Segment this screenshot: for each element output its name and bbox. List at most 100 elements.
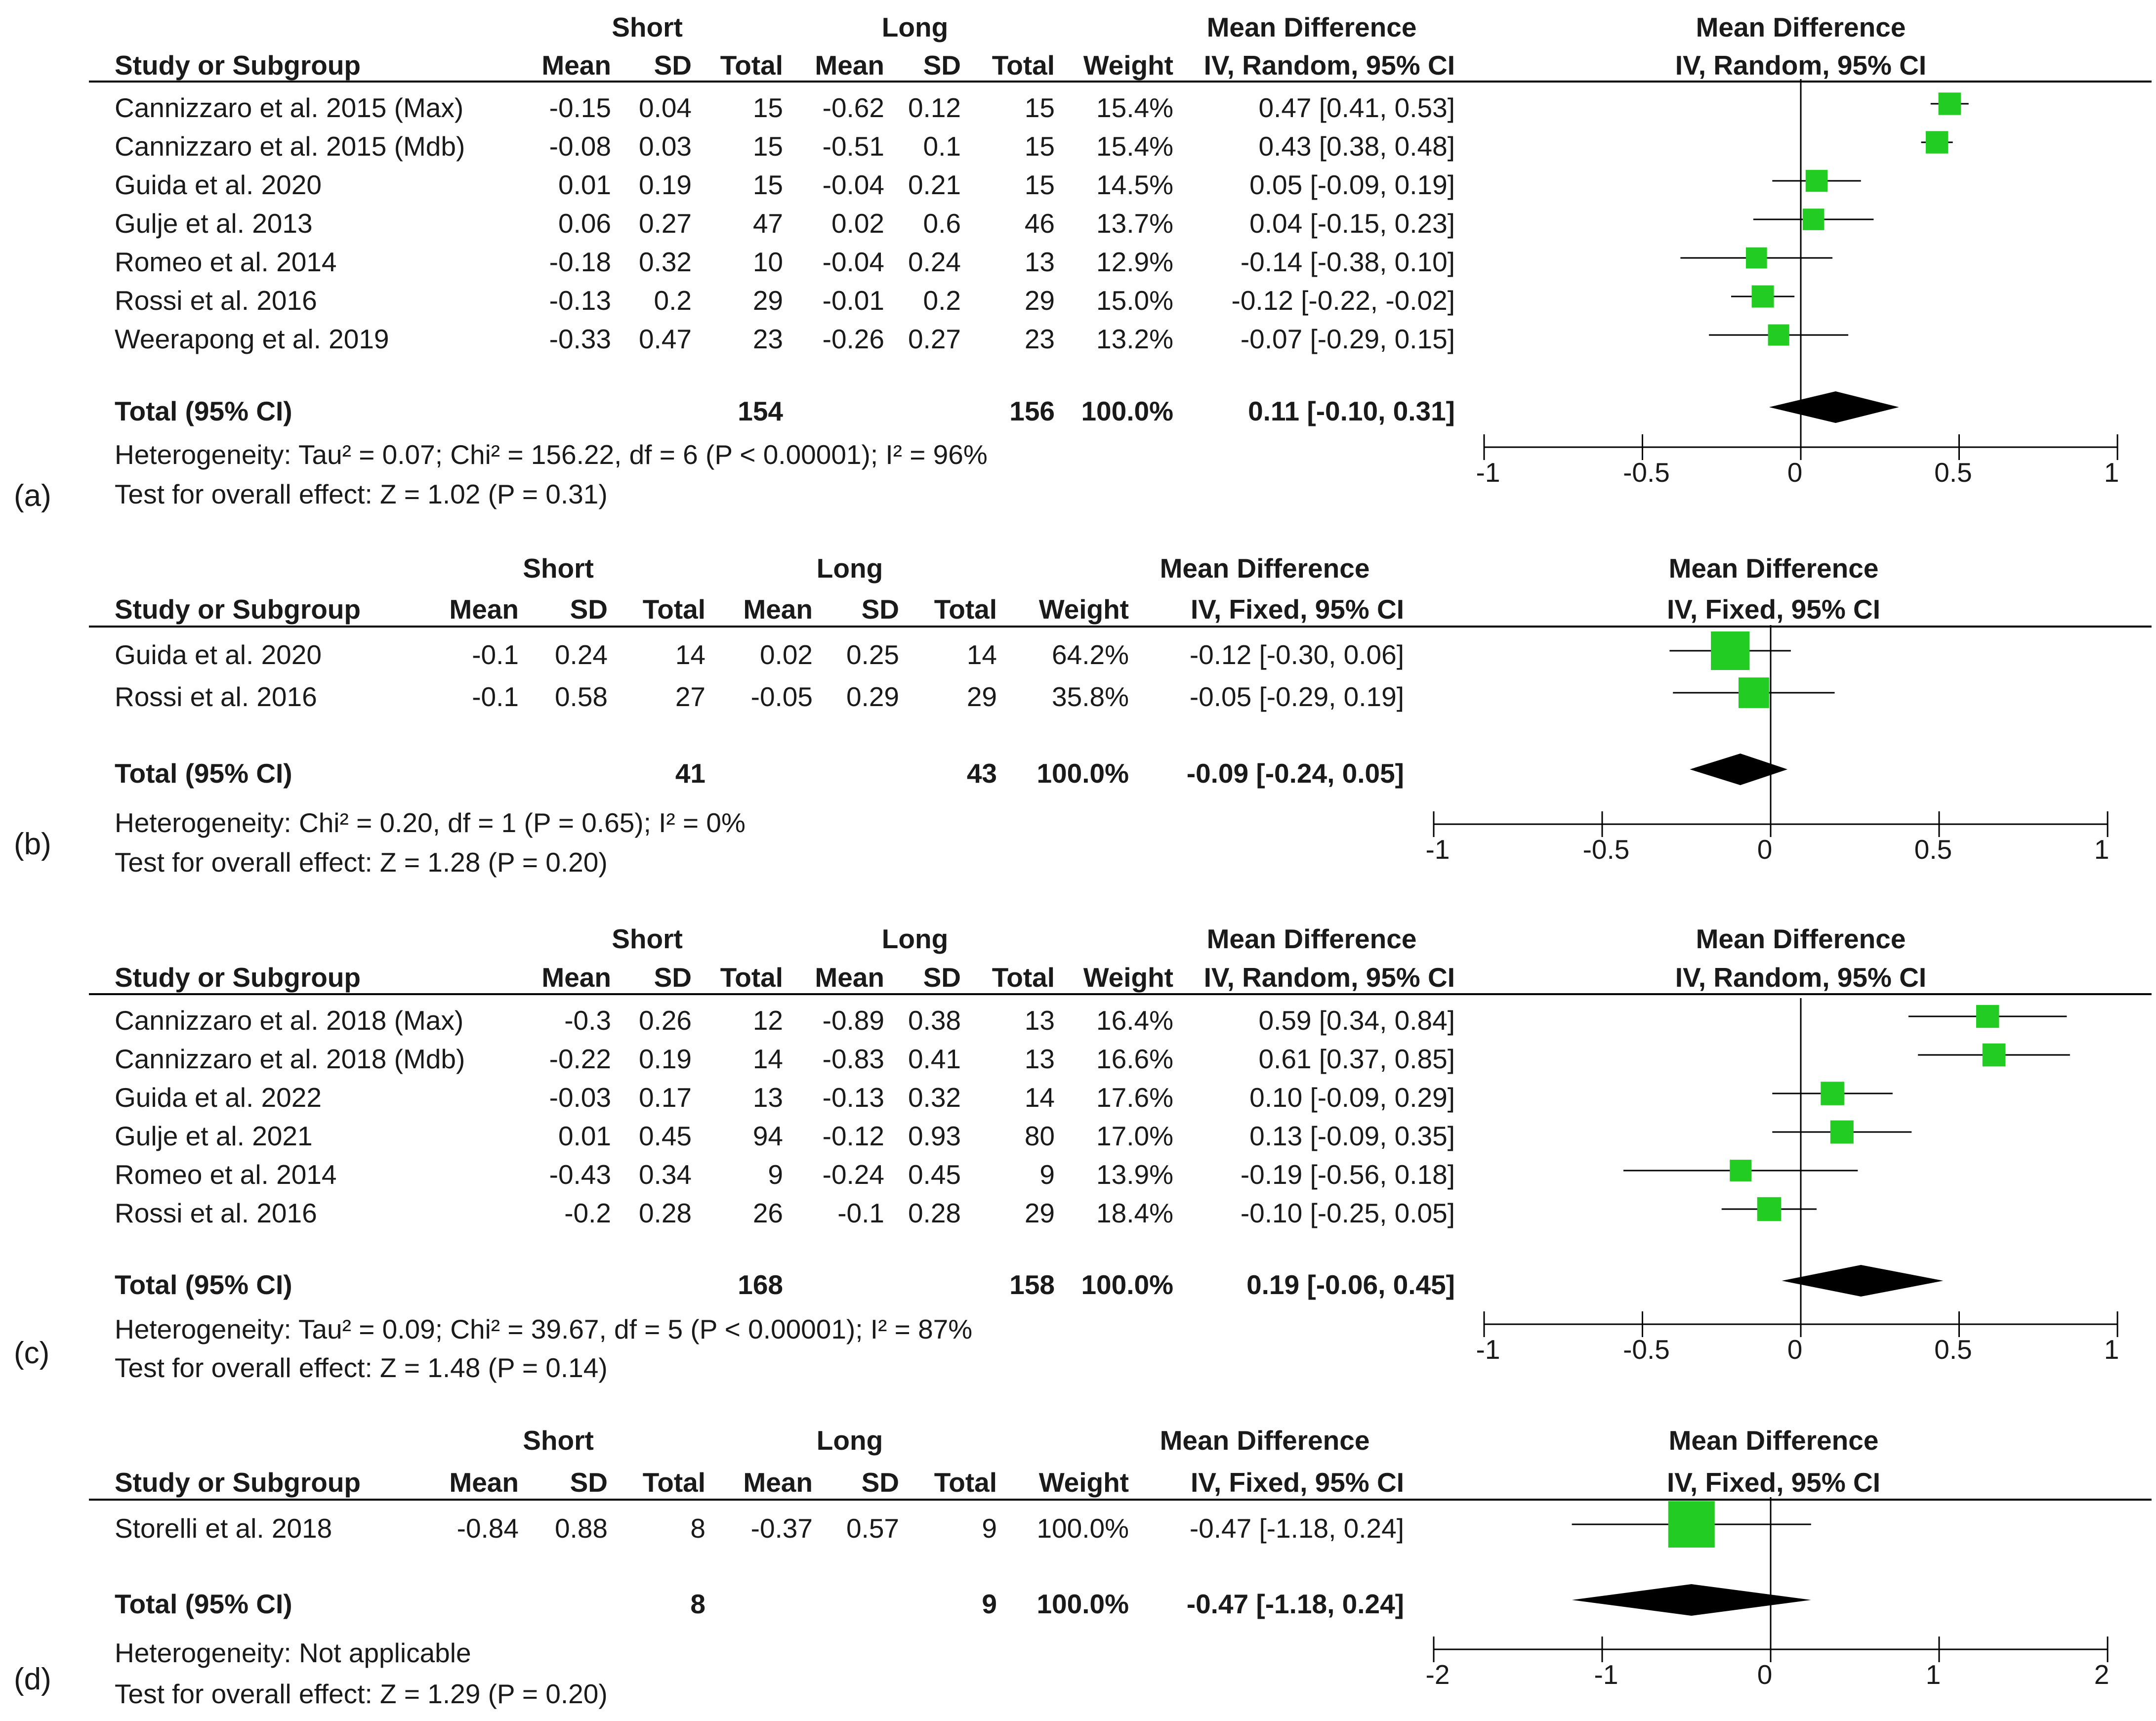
mean1-cell: -0.03 — [549, 1082, 611, 1113]
sd1-header: SD — [654, 50, 692, 81]
mean1-header: Mean — [541, 50, 611, 81]
mean1-cell: -0.43 — [549, 1159, 611, 1190]
total-ci: 0.11 [-0.10, 0.31] — [1248, 396, 1455, 426]
total1-cell: 27 — [675, 681, 705, 712]
mean2-cell: -0.04 — [822, 247, 884, 277]
method-header: IV, Random, 95% CI — [1203, 50, 1455, 81]
sd1-header: SD — [570, 594, 608, 625]
total-weight: 100.0% — [1037, 758, 1129, 789]
mean1-cell: 0.01 — [558, 169, 611, 200]
heterogeneity-text: Heterogeneity: Tau² = 0.09; Chi² = 39.67… — [115, 1314, 973, 1344]
study-marker — [1805, 169, 1828, 192]
sd1-cell: 0.47 — [638, 324, 692, 354]
total2-cell: 23 — [1024, 324, 1055, 354]
total2-cell: 15 — [1024, 169, 1055, 200]
study-name: Romeo et al. 2014 — [115, 247, 337, 277]
sd1-cell: 0.32 — [638, 247, 692, 277]
total1-header: Total — [642, 594, 705, 625]
total1-cell: 8 — [690, 1513, 705, 1544]
study-marker — [1821, 1082, 1844, 1105]
total-label: Total (95% CI) — [115, 758, 292, 789]
sd1-cell: 0.28 — [638, 1198, 692, 1228]
x-tick-label: 1 — [2104, 1334, 2119, 1365]
weight-cell: 100.0% — [1037, 1513, 1129, 1544]
plot-md-header: Mean Difference — [1696, 923, 1906, 954]
total1-cell: 14 — [675, 639, 705, 670]
mean1-cell: -0.1 — [472, 681, 519, 712]
weight-cell: 12.9% — [1096, 247, 1173, 277]
mean1-cell: -0.84 — [456, 1513, 519, 1544]
sd2-cell: 0.21 — [908, 169, 961, 200]
overall-effect-text: Test for overall effect: Z = 1.28 (P = 0… — [115, 847, 608, 878]
weight-cell: 15.4% — [1096, 92, 1173, 123]
weight-header: Weight — [1038, 594, 1129, 625]
panel-label: (c) — [14, 1336, 50, 1370]
total1-cell: 10 — [752, 247, 783, 277]
plot-method-header: IV, Fixed, 95% CI — [1666, 1467, 1881, 1498]
total-label: Total (95% CI) — [115, 396, 292, 426]
total2-header: Total — [992, 50, 1055, 81]
study-name: Storelli et al. 2018 — [115, 1513, 332, 1544]
study-name: Gulje et al. 2021 — [115, 1121, 313, 1151]
study-name: Cannizzaro et al. 2015 (Max) — [115, 92, 464, 123]
total2-cell: 29 — [1024, 285, 1055, 316]
ci-cell: 0.59 [0.34, 0.84] — [1258, 1005, 1455, 1036]
sd1-cell: 0.45 — [638, 1121, 692, 1151]
sd2-cell: 0.25 — [846, 639, 899, 670]
total-ci: 0.19 [-0.06, 0.45] — [1246, 1269, 1455, 1300]
mean2-header: Mean — [815, 962, 884, 993]
ci-cell: -0.12 [-0.30, 0.06] — [1189, 639, 1404, 670]
study-marker — [1730, 1160, 1752, 1181]
x-tick-label: -1 — [1426, 834, 1450, 865]
ci-cell: -0.05 [-0.29, 0.19] — [1189, 681, 1404, 712]
total1-sum: 41 — [675, 758, 705, 789]
md-header: Mean Difference — [1206, 12, 1417, 42]
overall-effect-text: Test for overall effect: Z = 1.29 (P = 0… — [115, 1679, 608, 1709]
sd2-header: SD — [861, 1467, 899, 1498]
mean1-cell: -0.22 — [549, 1044, 611, 1074]
ci-cell: -0.12 [-0.22, -0.02] — [1231, 285, 1455, 316]
sd2-header: SD — [923, 50, 961, 81]
method-header: IV, Fixed, 95% CI — [1190, 594, 1404, 625]
mean1-cell: 0.06 — [558, 208, 611, 239]
mean2-cell: -0.89 — [822, 1005, 884, 1036]
sd2-cell: 0.45 — [908, 1159, 961, 1190]
total2-cell: 14 — [1024, 1082, 1055, 1113]
mean1-cell: -0.33 — [549, 324, 611, 354]
mean1-cell: -0.13 — [549, 285, 611, 316]
total1-cell: 23 — [752, 324, 783, 354]
overall-effect-text: Test for overall effect: Z = 1.02 (P = 0… — [115, 479, 608, 509]
total-ci: -0.47 [-1.18, 0.24] — [1186, 1589, 1404, 1619]
study-name: Romeo et al. 2014 — [115, 1159, 337, 1190]
mean1-cell: -0.18 — [549, 247, 611, 277]
method-header: IV, Fixed, 95% CI — [1190, 1467, 1404, 1498]
study-header: Study or Subgroup — [115, 1467, 361, 1498]
weight-cell: 64.2% — [1052, 639, 1129, 670]
mean2-cell: -0.12 — [822, 1121, 884, 1151]
total1-sum: 168 — [738, 1269, 783, 1300]
heterogeneity-text: Heterogeneity: Chi² = 0.20, df = 1 (P = … — [115, 807, 746, 838]
study-header: Study or Subgroup — [115, 962, 361, 993]
x-tick-label: -0.5 — [1623, 1334, 1670, 1365]
mean1-cell: -0.08 — [549, 131, 611, 162]
mean2-cell: -0.37 — [750, 1513, 813, 1544]
x-tick-label: 1 — [2104, 457, 2119, 488]
sd2-header: SD — [923, 962, 961, 993]
study-name: Weerapong et al. 2019 — [115, 324, 389, 354]
mean2-cell: 0.02 — [831, 208, 884, 239]
total1-cell: 47 — [752, 208, 783, 239]
study-marker — [1757, 1197, 1782, 1221]
group2-header: Long — [881, 12, 949, 42]
ci-cell: 0.47 [0.41, 0.53] — [1258, 92, 1455, 123]
total-weight: 100.0% — [1081, 396, 1173, 426]
study-name: Gulje et al. 2013 — [115, 208, 313, 239]
weight-cell: 17.6% — [1096, 1082, 1173, 1113]
md-header: Mean Difference — [1160, 553, 1370, 584]
weight-cell: 15.0% — [1096, 285, 1173, 316]
weight-header: Weight — [1083, 50, 1173, 81]
mean1-cell: -0.3 — [564, 1005, 611, 1036]
study-marker — [1738, 677, 1769, 708]
total2-cell: 29 — [966, 681, 997, 712]
weight-header: Weight — [1038, 1467, 1129, 1498]
total1-cell: 29 — [752, 285, 783, 316]
